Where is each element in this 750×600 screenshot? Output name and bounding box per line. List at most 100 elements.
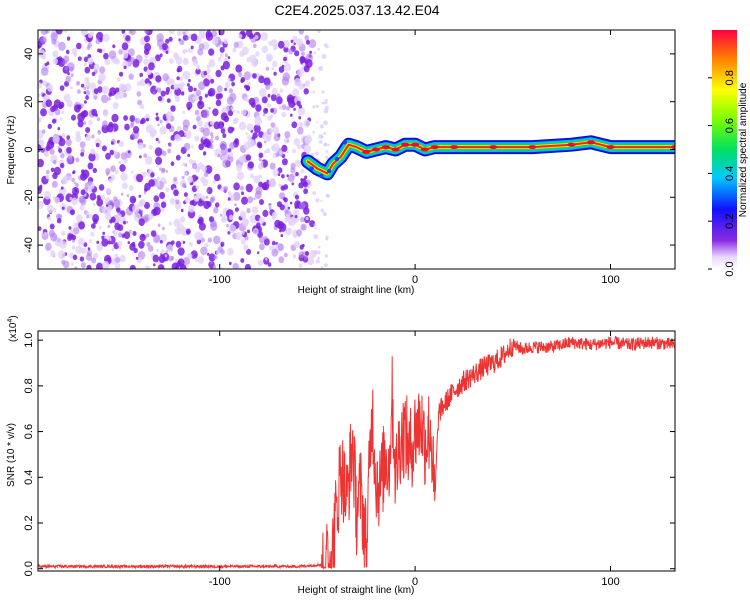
noise-blob [106,187,111,194]
snr-ytick-label: 1.0 [23,332,35,347]
noise-blob [281,174,285,179]
snr-ytick-label: 0.2 [23,515,35,530]
noise-blob [61,259,66,265]
noise-blob [265,257,268,261]
noise-blob [123,65,127,70]
noise-blob [179,85,184,90]
noise-blob [224,53,228,58]
noise-blob [71,245,76,250]
noise-blob [187,153,191,158]
noise-blob [88,119,93,125]
noise-blob [205,32,213,41]
noise-blob [119,254,126,263]
noise-blob [207,237,212,243]
noise-blob [293,138,300,146]
noise-blob [294,50,300,57]
noise-blob [230,106,234,110]
noise-blob [96,262,103,269]
noise-blob [177,65,183,73]
noise-blob [206,74,212,80]
noise-blob [309,220,316,228]
noise-blob [157,223,161,228]
noise-blob [324,142,328,147]
noise-blob [300,168,305,174]
noise-blob [177,258,185,267]
signal-peak [587,140,595,145]
noise-blob [139,72,143,78]
noise-blob [122,220,127,225]
noise-blob [130,57,135,63]
noise-blob [118,160,122,165]
noise-blob [236,171,245,181]
noise-blob [175,154,181,161]
noise-blob [40,30,48,36]
noise-blob [232,118,238,125]
noise-blob [69,66,74,72]
noise-blob [175,265,180,269]
noise-blob [61,206,65,210]
noise-blob [220,243,224,247]
noise-blob [292,148,296,154]
spectrogram-panel: -100 0 100 -40 -20 0 20 40 Height of straight l… [6,29,676,296]
noise-blob [91,257,97,264]
snr-xtick-label: -100 [209,576,231,588]
noise-blob [290,113,293,117]
noise-blob [206,68,211,75]
noise-blob [300,216,305,223]
noise-blob [173,189,179,197]
noise-blob [285,228,292,236]
noise-blob [143,191,147,195]
noise-blob [278,66,285,73]
noise-blob [162,226,165,231]
noise-blob [194,135,200,142]
noise-blob [182,49,187,55]
noise-blob [180,227,188,236]
noise-blob [283,137,290,144]
noise-blob [217,56,222,62]
noise-blob [157,140,161,144]
noise-blob [198,100,203,105]
snr-ytick-label: 0.4 [23,470,35,485]
noise-blob [47,84,54,92]
noise-blob [101,145,107,152]
noise-blob [103,52,109,60]
noise-blob [293,107,296,111]
noise-blob [317,48,321,51]
noise-blob [297,144,302,150]
noise-blob [205,195,209,199]
noise-blob [292,88,299,97]
noise-blob [227,56,231,60]
noise-blob [265,148,271,154]
noise-blob [198,112,202,117]
noise-blob [206,201,212,208]
colorbar-tick-label: 0.6 [724,118,736,133]
noise-blob [183,170,188,177]
noise-blob [203,70,208,76]
noise-blob [209,132,214,136]
noise-blob [323,120,328,126]
noise-blob [41,149,45,154]
noise-blob [310,76,315,82]
noise-blob [129,264,136,269]
noise-blob [126,194,130,198]
noise-blob [104,58,111,66]
noise-blob [87,180,93,186]
noise-blob [57,127,61,131]
noise-blob [128,48,135,57]
noise-blob [258,181,263,188]
noise-blob [272,126,280,135]
noise-blob [155,156,163,165]
noise-blob [137,142,144,150]
noise-blob [247,135,252,141]
noise-blob [120,192,124,196]
noise-blob [320,199,323,202]
noise-blob [109,149,115,156]
noise-blob [221,122,225,126]
noise-blob [85,253,93,261]
noise-blob [68,252,74,259]
noise-blob [182,31,186,35]
colorbar-label: Normalized spectral amplitude [738,82,749,217]
noise-blob [115,257,121,264]
noise-blob [183,142,191,151]
noise-blob [93,63,100,71]
